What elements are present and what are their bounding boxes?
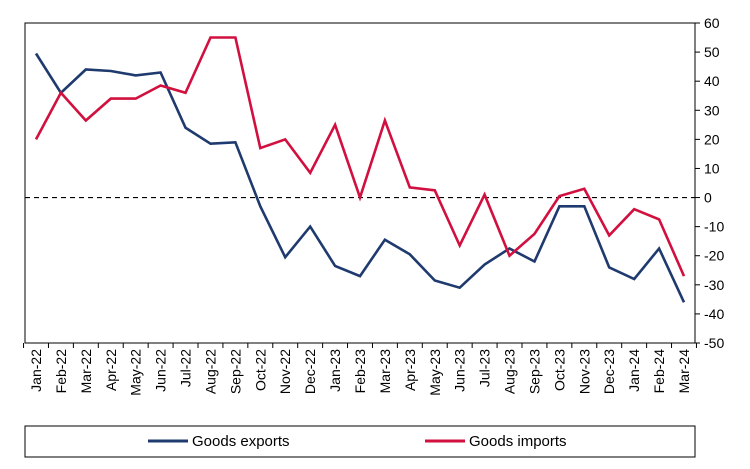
x-tick-label: Sep-23 xyxy=(526,349,542,394)
x-tick-label: Oct-22 xyxy=(252,349,268,391)
y-tick-label: 20 xyxy=(704,131,720,147)
x-tick-label: Feb-23 xyxy=(352,349,368,394)
legend-label-goods-exports: Goods exports xyxy=(192,433,290,450)
y-tick-label: 10 xyxy=(704,160,720,176)
x-tick-label: Sep-22 xyxy=(227,349,243,394)
y-tick-label: 50 xyxy=(704,44,720,60)
y-tick-label: 60 xyxy=(704,15,720,31)
series-line-goods-exports xyxy=(34,52,686,303)
x-axis-tick-labels: Jan-22 Feb-22 Mar-22 Apr-22 May-22 Jun-22 Jul-… xyxy=(28,349,692,396)
x-tick-label: Mar-24 xyxy=(676,349,692,394)
x-tick-label: Feb-22 xyxy=(53,349,69,394)
legend-box xyxy=(24,425,696,458)
x-tick-label: May-22 xyxy=(128,349,144,396)
y-tick-label: -20 xyxy=(704,248,724,264)
x-tick-label: May-23 xyxy=(427,349,443,396)
x-tick-label: Mar-22 xyxy=(78,349,94,394)
y-axis-tick-labels: 60 50 40 30 20 10 0 -10 -20 -30 -40 -50 xyxy=(704,15,724,351)
legend-label-goods-imports: Goods imports xyxy=(469,433,567,450)
series-lines xyxy=(34,36,686,303)
x-tick-label: Apr-22 xyxy=(103,349,119,391)
y-tick-label: -40 xyxy=(704,306,724,322)
y-tick-label: -10 xyxy=(704,219,724,235)
x-tick-label: Nov-23 xyxy=(576,349,592,394)
x-tick-label: Mar-23 xyxy=(377,349,393,394)
x-tick-label: Aug-23 xyxy=(502,349,518,394)
x-tick-label: Jan-22 xyxy=(28,349,44,392)
x-axis-tick-marks xyxy=(23,343,697,348)
x-tick-label: Dec-22 xyxy=(302,349,318,394)
x-tick-label: Nov-22 xyxy=(277,349,293,394)
y-tick-label: 30 xyxy=(704,102,720,118)
series-line-goods-imports xyxy=(34,36,686,277)
x-tick-label: Jun-22 xyxy=(153,349,169,392)
x-tick-label: Jul-22 xyxy=(178,349,194,387)
x-tick-label: Feb-24 xyxy=(651,349,667,394)
x-tick-label: Jan-23 xyxy=(327,349,343,392)
y-tick-label: 40 xyxy=(704,73,720,89)
y-tick-label: 0 xyxy=(704,190,712,206)
x-tick-label: Jul-23 xyxy=(477,349,493,387)
x-tick-label: Dec-23 xyxy=(601,349,617,394)
y-axis-tick-marks xyxy=(695,22,700,344)
plot-area-frame xyxy=(24,22,696,344)
x-tick-label: Jan-24 xyxy=(626,349,642,392)
y-tick-label: -30 xyxy=(704,277,724,293)
x-tick-label: Aug-22 xyxy=(202,349,218,394)
y-tick-label: -50 xyxy=(704,335,724,351)
x-tick-label: Oct-23 xyxy=(551,349,567,391)
x-tick-label: Jun-23 xyxy=(452,349,468,392)
x-tick-label: Apr-23 xyxy=(402,349,418,391)
